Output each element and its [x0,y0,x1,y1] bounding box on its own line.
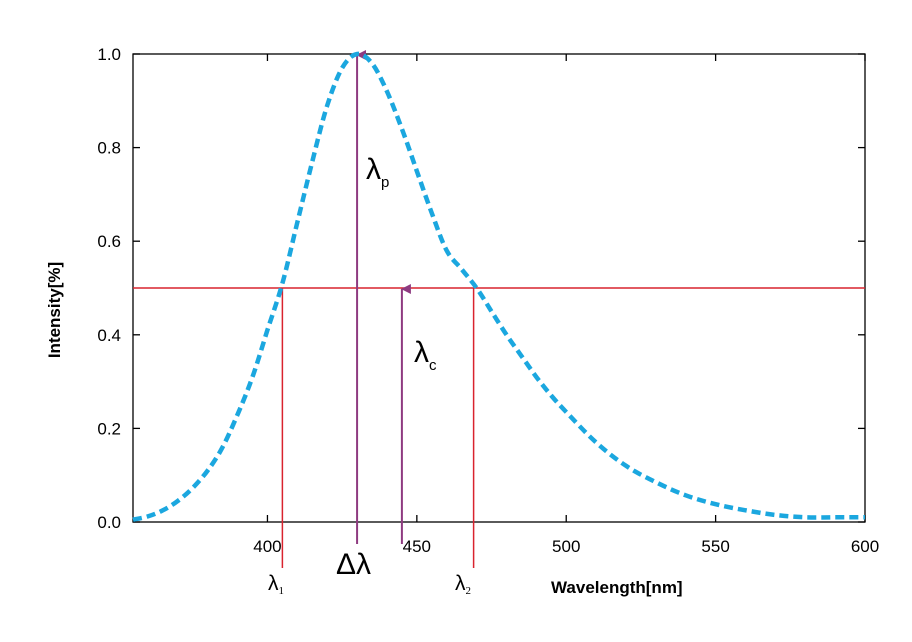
y-tick-label: 0.4 [97,326,121,345]
delta-lambda-label: Δλ [336,548,371,581]
x-tick-label: 550 [701,537,729,556]
x-axis-title: Wavelength[nm] [551,578,683,597]
axis-tick-labels: 400 450 500 550 600 0.0 0.2 0.4 0.6 0.8 1.0 [97,45,879,556]
x-tick-label: 400 [253,537,281,556]
y-tick-label: 0.2 [97,419,121,438]
y-axis-title: Intensity[%] [45,262,64,358]
y-tick-label: 1.0 [97,45,121,64]
spectrum-series-line [132,51,865,522]
y-tick-label: 0.8 [97,139,121,158]
x-tick-label: 600 [851,537,879,556]
y-tick-label: 0.0 [97,513,121,532]
lambda1-label: λ1 [268,572,284,597]
lambda2-label: λ2 [455,572,471,597]
lambda-p-label: λp [366,153,389,191]
lambda-c-label: λc [414,336,437,374]
y-tick-label: 0.6 [97,232,121,251]
x-tick-label: 500 [552,537,580,556]
x-tick-label: 450 [403,537,431,556]
